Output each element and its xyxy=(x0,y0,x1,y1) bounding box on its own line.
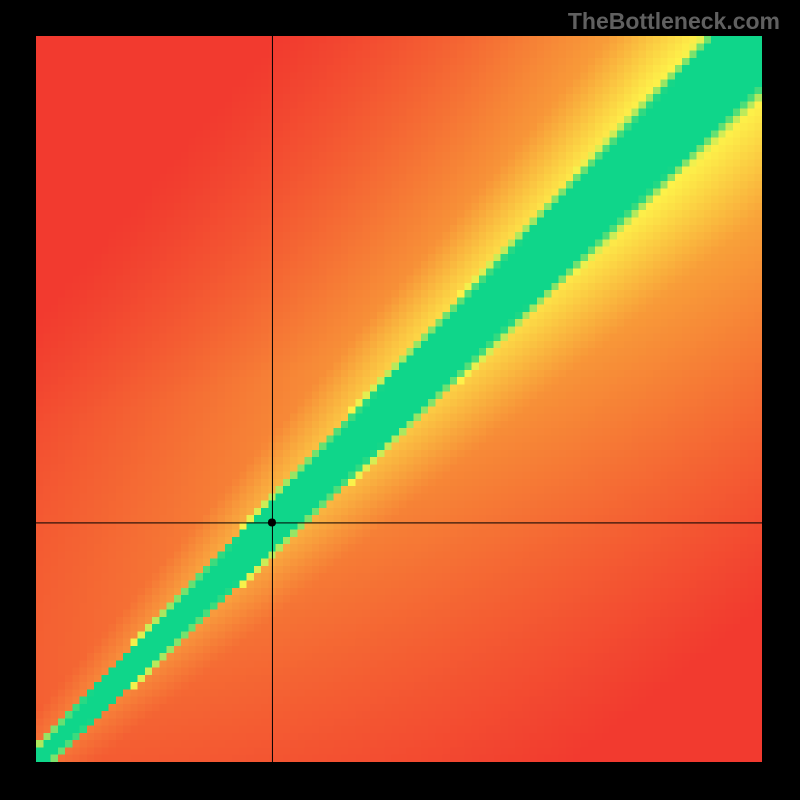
crosshair-overlay xyxy=(36,36,762,762)
chart-container: TheBottleneck.com xyxy=(0,0,800,800)
watermark-text: TheBottleneck.com xyxy=(568,8,780,35)
heatmap-plot xyxy=(36,36,762,762)
